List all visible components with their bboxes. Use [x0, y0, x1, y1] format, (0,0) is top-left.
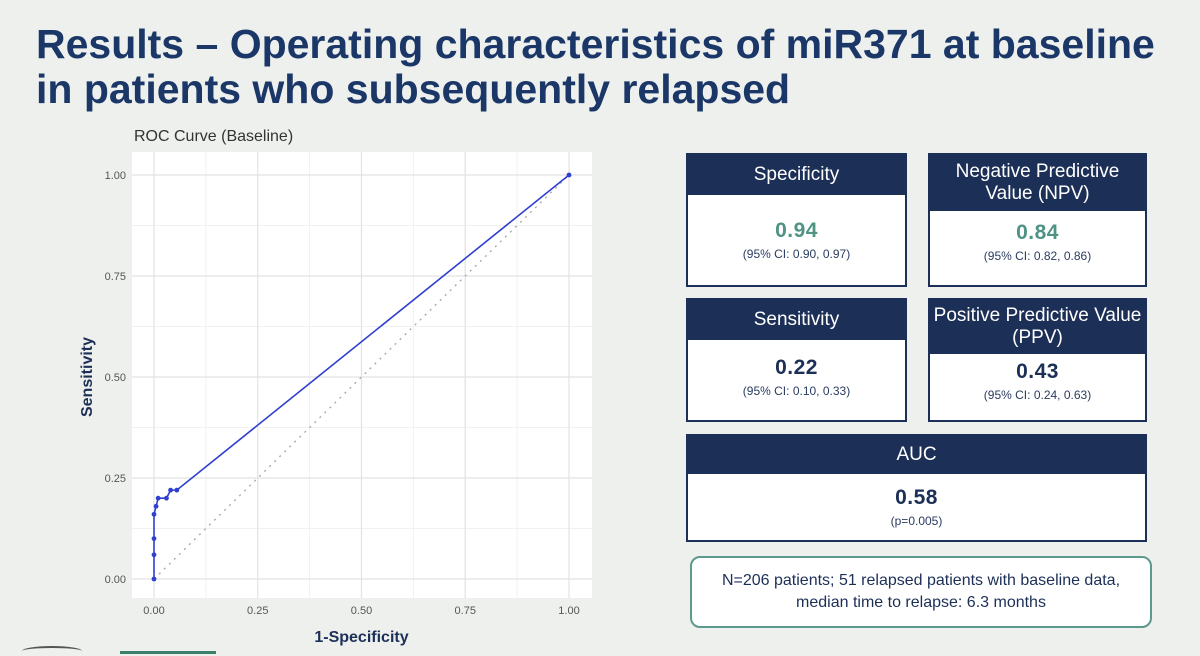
- ppv-value: 0.43: [1016, 360, 1059, 383]
- roc-point: [151, 511, 157, 517]
- auc-card: AUC 0.58 (p=0.005): [686, 434, 1147, 542]
- specificity-header: Specificity: [688, 155, 905, 195]
- sensitivity-ci: (95% CI: 0.10, 0.33): [742, 384, 851, 398]
- roc-point: [151, 576, 157, 582]
- y-tick-label: 0.00: [105, 574, 126, 586]
- roc-point: [164, 495, 169, 501]
- x-tick-label: 0.00: [143, 605, 164, 617]
- npv-value: 0.84: [1016, 221, 1059, 244]
- x-tick-label: 1.00: [558, 605, 579, 617]
- x-tick-label: 0.75: [455, 605, 476, 617]
- y-tick-label: 0.75: [105, 271, 126, 283]
- specificity-card: Specificity 0.94 (95% CI: 0.90, 0.97): [686, 153, 907, 287]
- auc-header: AUC: [688, 436, 1145, 474]
- y-tick-label: 0.50: [105, 372, 126, 384]
- ppv-card: Positive Predictive Value (PPV) 0.43 (95…: [928, 298, 1147, 422]
- x-tick-label: 0.25: [247, 605, 268, 617]
- auc-p-value: (p=0.005): [890, 514, 943, 528]
- study-note: N=206 patients; 51 relapsed patients wit…: [690, 556, 1152, 628]
- roc-point: [151, 552, 157, 558]
- roc-point: [566, 172, 572, 178]
- sensitivity-header: Sensitivity: [688, 300, 905, 340]
- roc-point: [153, 503, 159, 509]
- roc-point: [168, 487, 174, 493]
- specificity-value: 0.94: [775, 219, 818, 242]
- y-tick-label: 1.00: [105, 170, 126, 182]
- npv-card: Negative Predictive Value (NPV) 0.84 (95…: [928, 153, 1147, 287]
- roc-point: [174, 487, 180, 493]
- roc-point: [151, 536, 157, 541]
- chart-title: ROC Curve (Baseline): [134, 128, 294, 145]
- footer-bar: [120, 651, 216, 654]
- specificity-ci: (95% CI: 0.90, 0.97): [742, 247, 851, 261]
- x-tick-label: 0.50: [351, 605, 372, 617]
- slide-title: Results – Operating characteristics of m…: [36, 21, 1155, 112]
- sensitivity-value: 0.22: [775, 356, 818, 379]
- roc-point: [155, 495, 161, 501]
- npv-header: Negative Predictive Value (NPV): [930, 155, 1145, 211]
- auc-value: 0.58: [895, 486, 938, 509]
- roc-line: [153, 174, 570, 579]
- sensitivity-card: Sensitivity 0.22 (95% CI: 0.10, 0.33): [686, 298, 907, 422]
- ppv-header: Positive Predictive Value (PPV): [930, 300, 1145, 354]
- footer-logo-icon: [22, 646, 82, 656]
- x-axis-label: 1-Specificity: [314, 629, 408, 646]
- y-axis-label: Sensitivity: [79, 337, 96, 417]
- y-tick-label: 0.25: [105, 473, 126, 485]
- ppv-ci: (95% CI: 0.24, 0.63): [983, 388, 1092, 402]
- npv-ci: (95% CI: 0.82, 0.86): [983, 249, 1092, 263]
